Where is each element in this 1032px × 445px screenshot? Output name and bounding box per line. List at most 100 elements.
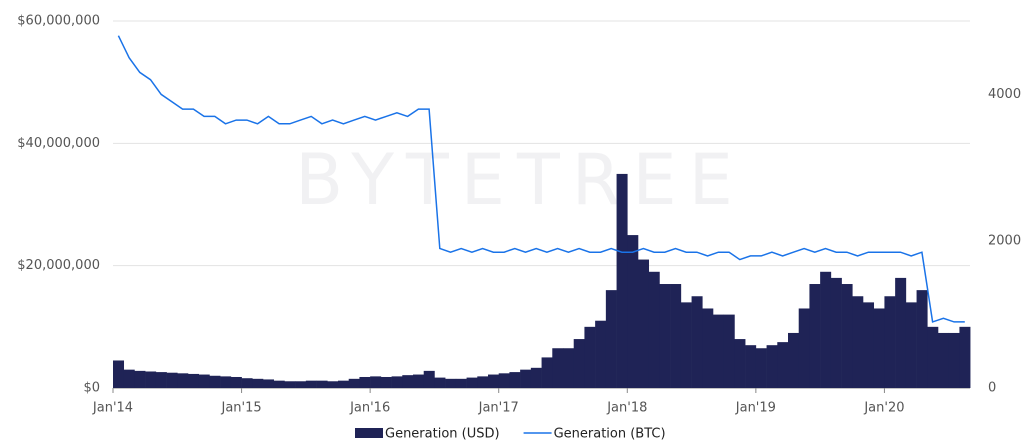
y2-tick-label: 2000 — [988, 234, 1021, 249]
bar — [423, 370, 435, 388]
bar — [198, 374, 210, 388]
bar — [445, 378, 457, 388]
bar — [938, 332, 950, 388]
bar — [327, 381, 339, 388]
bar — [670, 284, 682, 388]
bar — [541, 357, 553, 388]
bar — [316, 380, 328, 388]
watermark: BYTETREE — [295, 139, 745, 221]
bar — [616, 173, 628, 388]
bar — [584, 326, 596, 388]
bar — [820, 271, 832, 388]
bar — [145, 371, 157, 388]
bar — [241, 378, 253, 388]
y-tick-label: $0 — [83, 381, 100, 396]
bar — [605, 290, 617, 388]
bar — [734, 339, 746, 388]
bar — [155, 372, 167, 388]
y-tick-label: $40,000,000 — [17, 136, 100, 151]
bar — [295, 381, 307, 388]
x-tick-label: Jan'20 — [863, 401, 904, 416]
x-tick-label: Jan'15 — [220, 401, 261, 416]
x-tick-label: Jan'16 — [349, 401, 390, 416]
bar — [552, 348, 564, 388]
bar — [627, 235, 639, 388]
bar — [830, 277, 842, 388]
x-tick-label: Jan'17 — [478, 401, 519, 416]
bar — [134, 370, 146, 388]
bar — [113, 360, 125, 388]
bar — [927, 326, 939, 388]
bar — [841, 284, 853, 388]
bar — [702, 308, 714, 388]
bar — [895, 277, 907, 388]
bar — [680, 302, 692, 388]
bar — [852, 296, 864, 388]
line — [117, 35, 965, 323]
bar — [520, 369, 532, 388]
bar — [573, 339, 585, 388]
bar — [530, 367, 542, 388]
bar — [359, 376, 371, 388]
bar — [905, 302, 917, 388]
bar — [305, 380, 317, 388]
bar — [488, 374, 500, 388]
bar — [798, 308, 810, 388]
bar — [177, 373, 189, 388]
bar — [595, 320, 607, 388]
bar — [348, 378, 360, 388]
bar — [380, 376, 392, 388]
bar — [916, 290, 928, 388]
bar — [755, 348, 767, 388]
bar — [713, 314, 725, 388]
bar — [413, 374, 425, 388]
bar — [563, 348, 575, 388]
x-tick-label: Jan'19 — [735, 401, 776, 416]
y2-tick-label: 0 — [988, 381, 996, 396]
bar — [434, 377, 446, 388]
bar — [659, 284, 671, 388]
bar — [873, 308, 885, 388]
bar — [638, 259, 650, 388]
bar — [509, 372, 521, 388]
bar — [252, 378, 264, 388]
bar — [788, 332, 800, 388]
bar — [220, 376, 232, 388]
bar — [466, 377, 478, 388]
bar — [209, 375, 221, 388]
x-tick-label: Jan'18 — [606, 401, 647, 416]
bar — [863, 302, 875, 388]
bar — [263, 379, 275, 388]
bar — [477, 376, 489, 388]
y-tick-label: $60,000,000 — [17, 14, 100, 29]
y-tick-label: $20,000,000 — [17, 258, 100, 273]
bar — [188, 373, 200, 388]
bar — [884, 296, 896, 388]
bar — [648, 271, 660, 388]
bar — [766, 345, 778, 388]
bar — [948, 332, 960, 388]
bar — [959, 326, 971, 388]
bar — [498, 373, 510, 388]
bar — [691, 296, 703, 388]
bar — [230, 376, 242, 388]
y2-tick-label: 4000 — [988, 87, 1021, 102]
bar — [745, 345, 757, 388]
bar — [338, 380, 350, 388]
bar — [777, 342, 789, 388]
bar — [809, 284, 821, 388]
bar — [123, 369, 135, 388]
bar — [284, 381, 296, 388]
bar — [273, 380, 285, 388]
bar — [166, 372, 178, 388]
legend-swatch — [355, 428, 383, 438]
legend-label: Generation (USD) — [385, 427, 500, 442]
bar — [370, 376, 382, 388]
bar — [391, 376, 403, 388]
x-tick-label: Jan'14 — [92, 401, 133, 416]
legend-label: Generation (BTC) — [554, 427, 666, 442]
bar — [455, 378, 467, 388]
bar — [402, 375, 414, 388]
bar — [723, 314, 735, 388]
